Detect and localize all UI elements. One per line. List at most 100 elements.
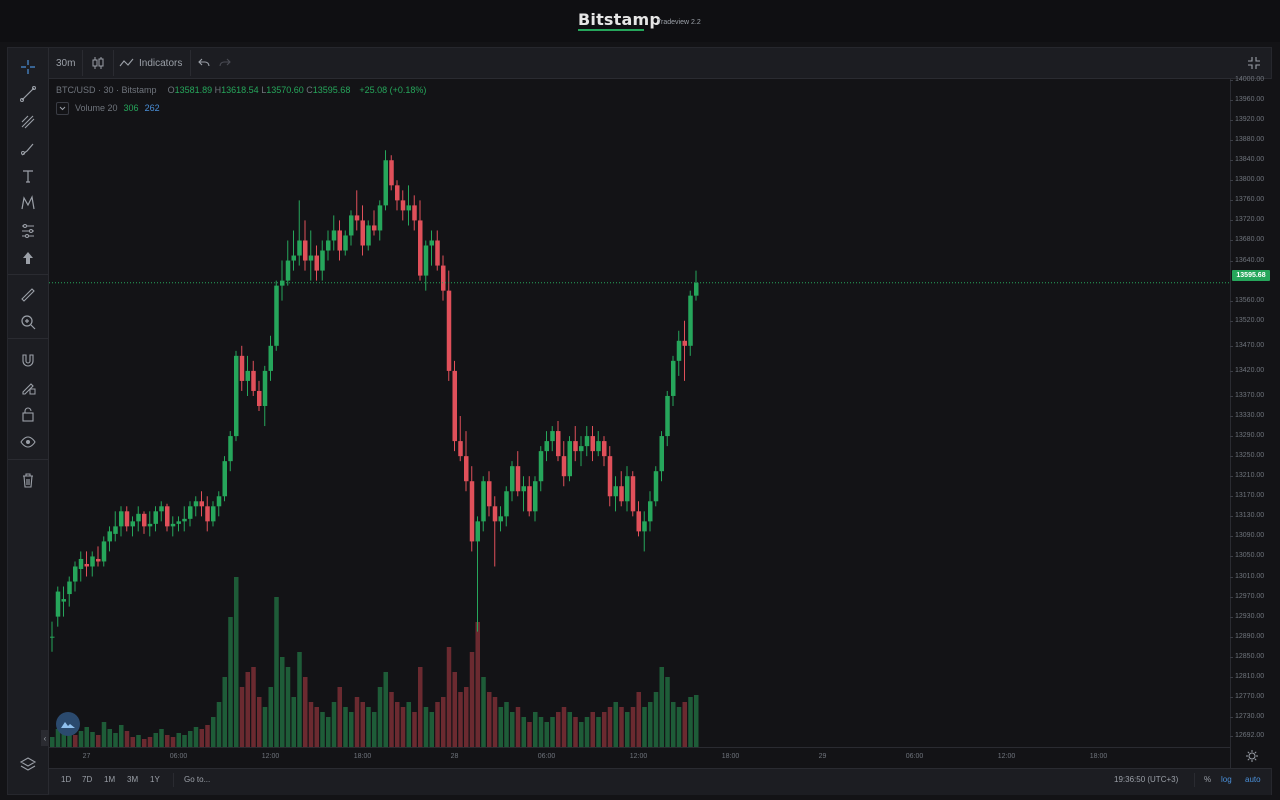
time-tick-label: 18:00 — [353, 753, 372, 760]
candle — [682, 320, 687, 381]
candle-body — [234, 355, 239, 437]
layers-icon[interactable] — [17, 753, 39, 775]
volume-bar — [142, 739, 147, 747]
price-axis[interactable] — [1230, 79, 1272, 768]
range-1m-button[interactable]: 1M — [104, 775, 116, 784]
crosshair-icon[interactable] — [17, 56, 39, 78]
chart-canvas[interactable] — [49, 79, 1230, 747]
candle-body — [389, 160, 394, 186]
text-tool-icon[interactable] — [17, 165, 39, 187]
range-1d-button[interactable]: 1D — [61, 775, 72, 784]
time-axis[interactable] — [49, 747, 1230, 769]
price-tick-mark — [1230, 140, 1233, 142]
scroll-left-button[interactable]: ‹ — [41, 730, 49, 746]
magnet-icon[interactable] — [17, 349, 39, 371]
candle-body — [119, 511, 124, 527]
prediction-icon[interactable] — [17, 220, 39, 242]
volume-bar — [170, 737, 176, 747]
candle-body — [590, 436, 595, 452]
price-tick-mark — [1230, 736, 1233, 737]
candle-body — [262, 370, 268, 406]
trend-line-icon[interactable] — [17, 83, 39, 105]
fib-retracement-icon[interactable] — [17, 111, 39, 133]
volume-bar — [446, 647, 452, 747]
candle-body — [280, 280, 285, 286]
candle — [676, 330, 682, 376]
price-tick-label: 13250.00 — [1235, 452, 1265, 460]
candle — [176, 516, 181, 532]
volume-bar — [251, 667, 256, 747]
interval-button[interactable]: 30m — [56, 57, 76, 69]
candle-body — [613, 486, 618, 497]
volume-bar — [78, 731, 84, 747]
volume-bar — [412, 712, 417, 747]
percent-toggle[interactable]: % — [1204, 775, 1212, 784]
candle-body — [142, 513, 147, 527]
candle-body — [504, 491, 509, 517]
volume-bar — [297, 652, 302, 747]
candle-body — [544, 441, 549, 452]
volume-bar — [521, 717, 526, 747]
candle-body — [372, 225, 377, 231]
range-1y-button[interactable]: 1Y — [150, 775, 160, 784]
candle — [642, 511, 647, 552]
volume-bar — [418, 667, 423, 747]
candle — [487, 471, 492, 517]
low-value: 13570.60 — [266, 85, 304, 95]
candle-body — [170, 523, 176, 527]
indicators-button[interactable]: Indicators — [119, 48, 182, 78]
log-toggle[interactable]: log — [1221, 775, 1232, 784]
candle — [130, 516, 135, 537]
candle-body — [377, 205, 383, 231]
candle-body — [688, 295, 693, 346]
fullscreen-icon[interactable] — [1247, 48, 1261, 78]
brush-icon[interactable] — [17, 138, 39, 160]
candle-body — [337, 230, 342, 251]
bottom-toolbar — [49, 768, 1271, 795]
arrow-up-icon[interactable] — [17, 247, 39, 269]
candle — [579, 436, 584, 467]
zoom-in-icon[interactable] — [17, 311, 39, 333]
candle — [55, 586, 61, 627]
stay-in-drawing-icon[interactable] — [17, 376, 39, 398]
brand-logo[interactable]: Bitstamp — [578, 10, 662, 29]
price-tick-mark — [1230, 716, 1233, 718]
candle — [216, 491, 222, 517]
range-7d-button[interactable]: 7D — [82, 775, 93, 784]
bottom-divider — [173, 773, 174, 787]
candle-body — [193, 501, 199, 507]
price-tick-mark — [1230, 676, 1233, 678]
candlestick-chart[interactable] — [49, 79, 1230, 747]
volume-bar — [469, 652, 475, 747]
candle — [337, 220, 342, 261]
trash-icon[interactable] — [17, 469, 39, 491]
tradingview-logo[interactable] — [56, 712, 80, 736]
candle — [527, 476, 532, 517]
version-label: Tradeview 2.2 — [657, 19, 701, 26]
eye-icon[interactable] — [17, 431, 39, 453]
volume-bar — [579, 722, 584, 747]
candle — [550, 426, 555, 452]
candle-body — [607, 456, 613, 497]
candle — [136, 506, 141, 532]
candle — [124, 506, 130, 532]
redo-icon[interactable] — [219, 48, 231, 78]
auto-toggle[interactable]: auto — [1245, 775, 1261, 784]
range-3m-button[interactable]: 3M — [127, 775, 139, 784]
volume-bar — [308, 702, 314, 747]
ruler-icon[interactable] — [17, 284, 39, 306]
volume-bar — [527, 722, 532, 747]
candle-body — [464, 456, 469, 482]
candle-body — [245, 370, 250, 381]
volume-bar — [653, 692, 659, 747]
goto-button[interactable]: Go to... — [184, 775, 211, 784]
candle-body — [602, 441, 607, 457]
candle — [268, 335, 273, 381]
undo-icon[interactable] — [198, 48, 210, 78]
lock-icon[interactable] — [17, 403, 39, 425]
price-tick-mark — [1230, 240, 1233, 242]
collapse-button[interactable] — [56, 101, 69, 115]
settings-gear-icon[interactable] — [1245, 749, 1259, 763]
pattern-icon[interactable] — [17, 192, 39, 214]
candle-style-icon[interactable] — [91, 48, 105, 78]
